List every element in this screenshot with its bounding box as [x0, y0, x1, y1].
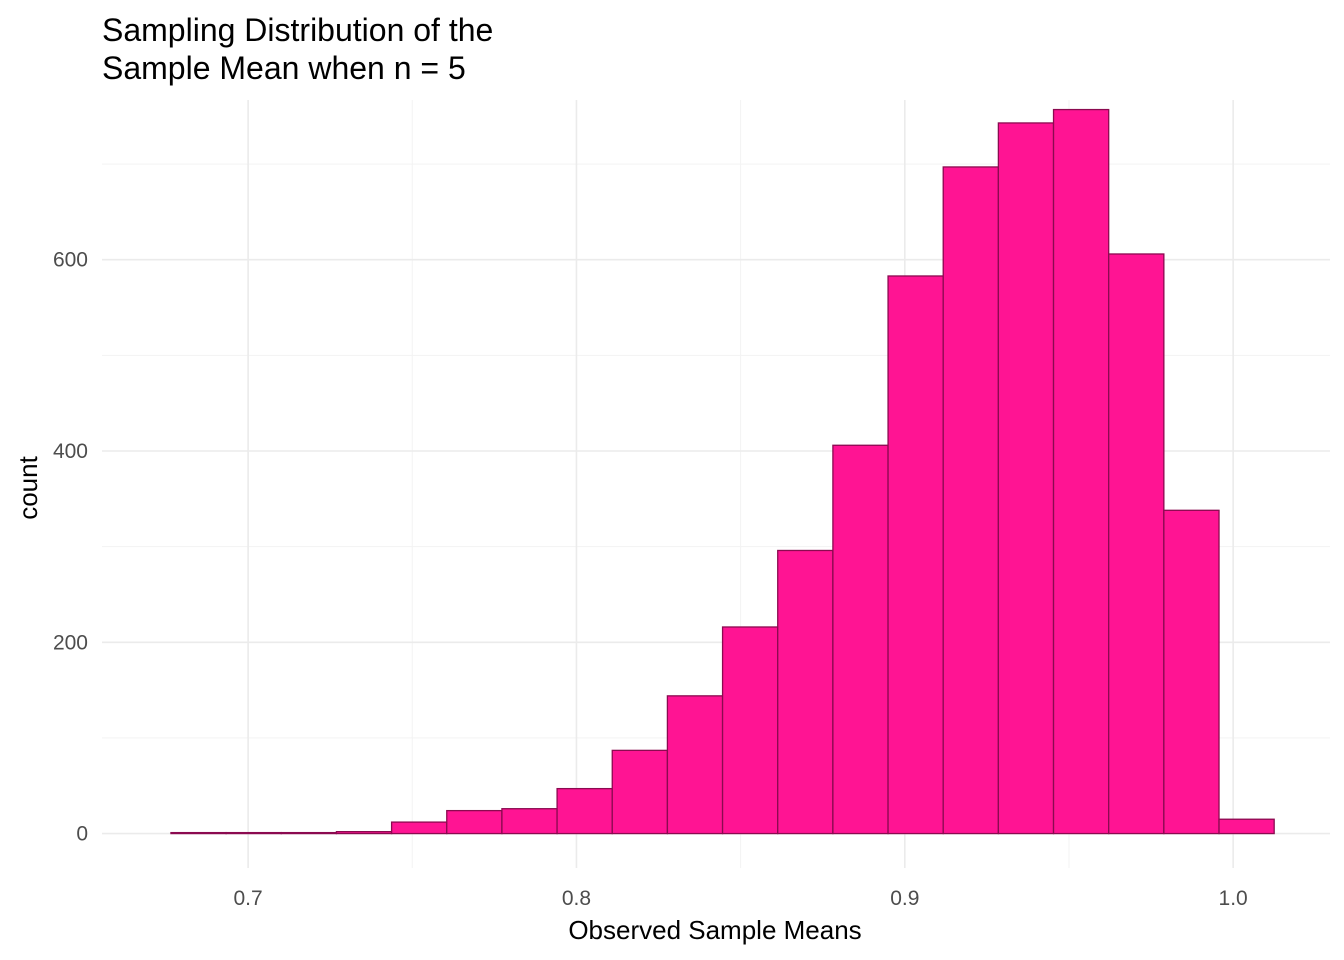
histogram-bar [556, 787, 613, 835]
y-tick-label: 400 [53, 440, 88, 463]
histogram-bar [666, 695, 724, 835]
histogram-bar [887, 275, 944, 835]
histogram-bar [1218, 818, 1275, 835]
histogram-bar [501, 808, 558, 835]
x-tick-label: 1.0 [1219, 887, 1248, 910]
histogram-bar [335, 831, 393, 835]
histogram-bar [280, 831, 338, 835]
y-tick-label: 600 [53, 249, 88, 272]
bars [170, 108, 1275, 835]
chart-title-line-2: Sample Mean when n = 5 [102, 50, 466, 86]
histogram-bar [997, 122, 1055, 835]
x-axis-title: Observed Sample Means [568, 915, 861, 945]
histogram-bar [1052, 108, 1110, 835]
x-tick-label: 0.8 [562, 887, 591, 910]
chart-title-line-1: Sampling Distribution of the [102, 12, 493, 48]
x-tick-label: 0.9 [890, 887, 919, 910]
histogram-bar [721, 626, 779, 835]
histogram-bar [225, 831, 282, 835]
histogram-bar [777, 549, 834, 835]
histogram-bar [1163, 509, 1220, 835]
histogram-bar [942, 166, 1000, 835]
histogram-bar [446, 809, 503, 835]
histogram-bar [611, 749, 669, 835]
x-tick-label: 0.7 [234, 887, 263, 910]
y-tick-label: 200 [53, 631, 88, 654]
histogram-bar [832, 444, 889, 835]
histogram-bar [390, 821, 448, 835]
y-tick-label: 0 [76, 823, 88, 846]
histogram-bar [170, 831, 227, 835]
y-axis-title: count [13, 455, 43, 519]
tick-labels: 0.7 0.8 0.9 1.0 0 200 400 600 [53, 249, 1248, 910]
histogram-bar [1108, 253, 1165, 835]
